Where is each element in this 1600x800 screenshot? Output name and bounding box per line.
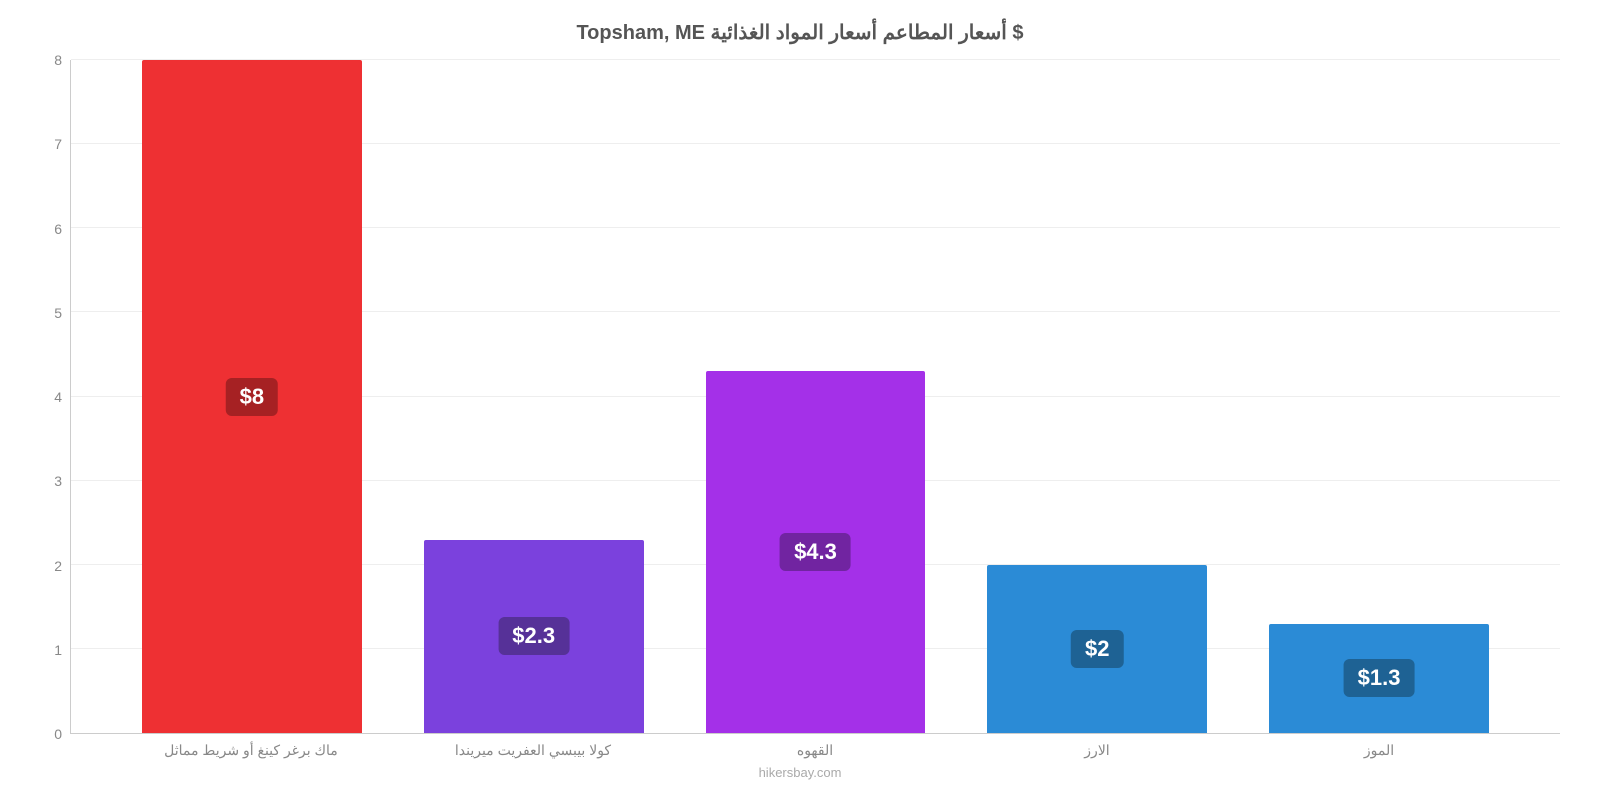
bar-value-label: $4.3 — [780, 533, 851, 571]
bar: $2.3 — [424, 540, 644, 733]
bar-slot: $4.3 — [675, 60, 957, 733]
y-tick: 2 — [54, 558, 62, 574]
bars-container: $8 $2.3 $4.3 $2 $1.3 — [71, 60, 1560, 733]
bar-value-label: $8 — [226, 378, 278, 416]
bar: $2 — [987, 565, 1207, 733]
y-tick: 7 — [54, 136, 62, 152]
x-tick: ماك برغر كينغ أو شريط مماثل — [110, 734, 392, 759]
x-tick: كولا بيبسي العفريت ميريندا — [392, 734, 674, 759]
y-tick: 0 — [54, 726, 62, 742]
x-axis: ماك برغر كينغ أو شريط مماثلكولا بيبسي ال… — [70, 734, 1560, 759]
bar-value-label: $1.3 — [1344, 659, 1415, 697]
y-tick: 8 — [54, 52, 62, 68]
x-tick: القهوه — [674, 734, 956, 759]
chart-footer: hikersbay.com — [759, 765, 842, 780]
plot-area: $8 $2.3 $4.3 $2 $1.3 — [70, 60, 1560, 734]
y-tick: 4 — [54, 389, 62, 405]
x-tick: الارز — [956, 734, 1238, 759]
y-axis: 012345678 — [40, 60, 70, 734]
x-tick: الموز — [1238, 734, 1520, 759]
bar: $8 — [142, 60, 362, 733]
y-tick: 3 — [54, 473, 62, 489]
chart-wrapper: 012345678 $8$2.3$4.3$2$1.3 — [40, 60, 1560, 734]
bar-slot: $8 — [111, 60, 393, 733]
y-tick: 6 — [54, 221, 62, 237]
bar: $1.3 — [1269, 624, 1489, 733]
bar-value-label: $2 — [1071, 630, 1123, 668]
bar-slot: $2 — [956, 60, 1238, 733]
y-tick: 1 — [54, 642, 62, 658]
bar-value-label: $2.3 — [498, 617, 569, 655]
bar: $4.3 — [706, 371, 926, 733]
chart-title: Topsham, ME أسعار المطاعم أسعار المواد ا… — [576, 20, 1023, 45]
bar-slot: $2.3 — [393, 60, 675, 733]
bar-slot: $1.3 — [1238, 60, 1520, 733]
y-tick: 5 — [54, 305, 62, 321]
